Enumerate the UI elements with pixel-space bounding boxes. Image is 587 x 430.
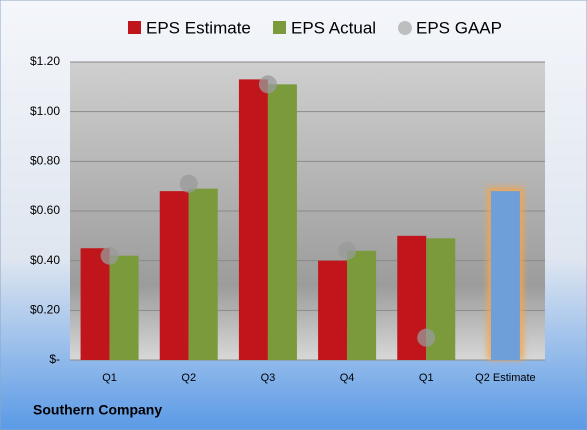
y-tick-label: $- <box>49 352 60 366</box>
legend-label: EPS GAAP <box>416 18 502 37</box>
bar <box>267 84 297 360</box>
legend-marker <box>273 21 286 34</box>
bar <box>80 248 110 360</box>
y-tick-label: $0.60 <box>30 203 60 217</box>
bar <box>347 250 377 360</box>
bar <box>188 188 218 360</box>
bar <box>109 255 139 360</box>
legend-marker <box>398 21 412 35</box>
bar <box>318 260 348 360</box>
x-tick-label: Q1 <box>419 372 434 384</box>
y-tick-label: $1.00 <box>30 104 60 118</box>
gaap-marker <box>338 241 357 260</box>
legend: EPS Estimate EPS Actual EPS GAAP <box>128 18 502 37</box>
y-tick-label: $0.80 <box>30 154 60 168</box>
y-tick-label: $1.20 <box>30 54 60 68</box>
x-tick-label: Q1 <box>102 372 117 384</box>
bar <box>490 191 520 360</box>
y-tick-label: $0.20 <box>30 303 60 317</box>
x-tick-label: Q2 Estimate <box>475 372 536 384</box>
company-name: Southern Company <box>33 402 162 418</box>
legend-marker <box>128 21 141 34</box>
gaap-marker <box>179 174 198 193</box>
x-tick-label: Q3 <box>261 372 276 384</box>
gaap-marker <box>417 328 436 347</box>
y-tick-label: $0.40 <box>30 253 60 267</box>
legend-label: EPS Estimate <box>146 18 251 37</box>
legend-label: EPS Actual <box>291 18 376 37</box>
x-tick-label: Q4 <box>340 372 355 384</box>
x-tick-label: Q2 <box>181 372 196 384</box>
gaap-marker <box>258 75 277 94</box>
bar <box>238 79 268 360</box>
gaap-marker <box>100 246 119 265</box>
bar <box>159 191 189 360</box>
